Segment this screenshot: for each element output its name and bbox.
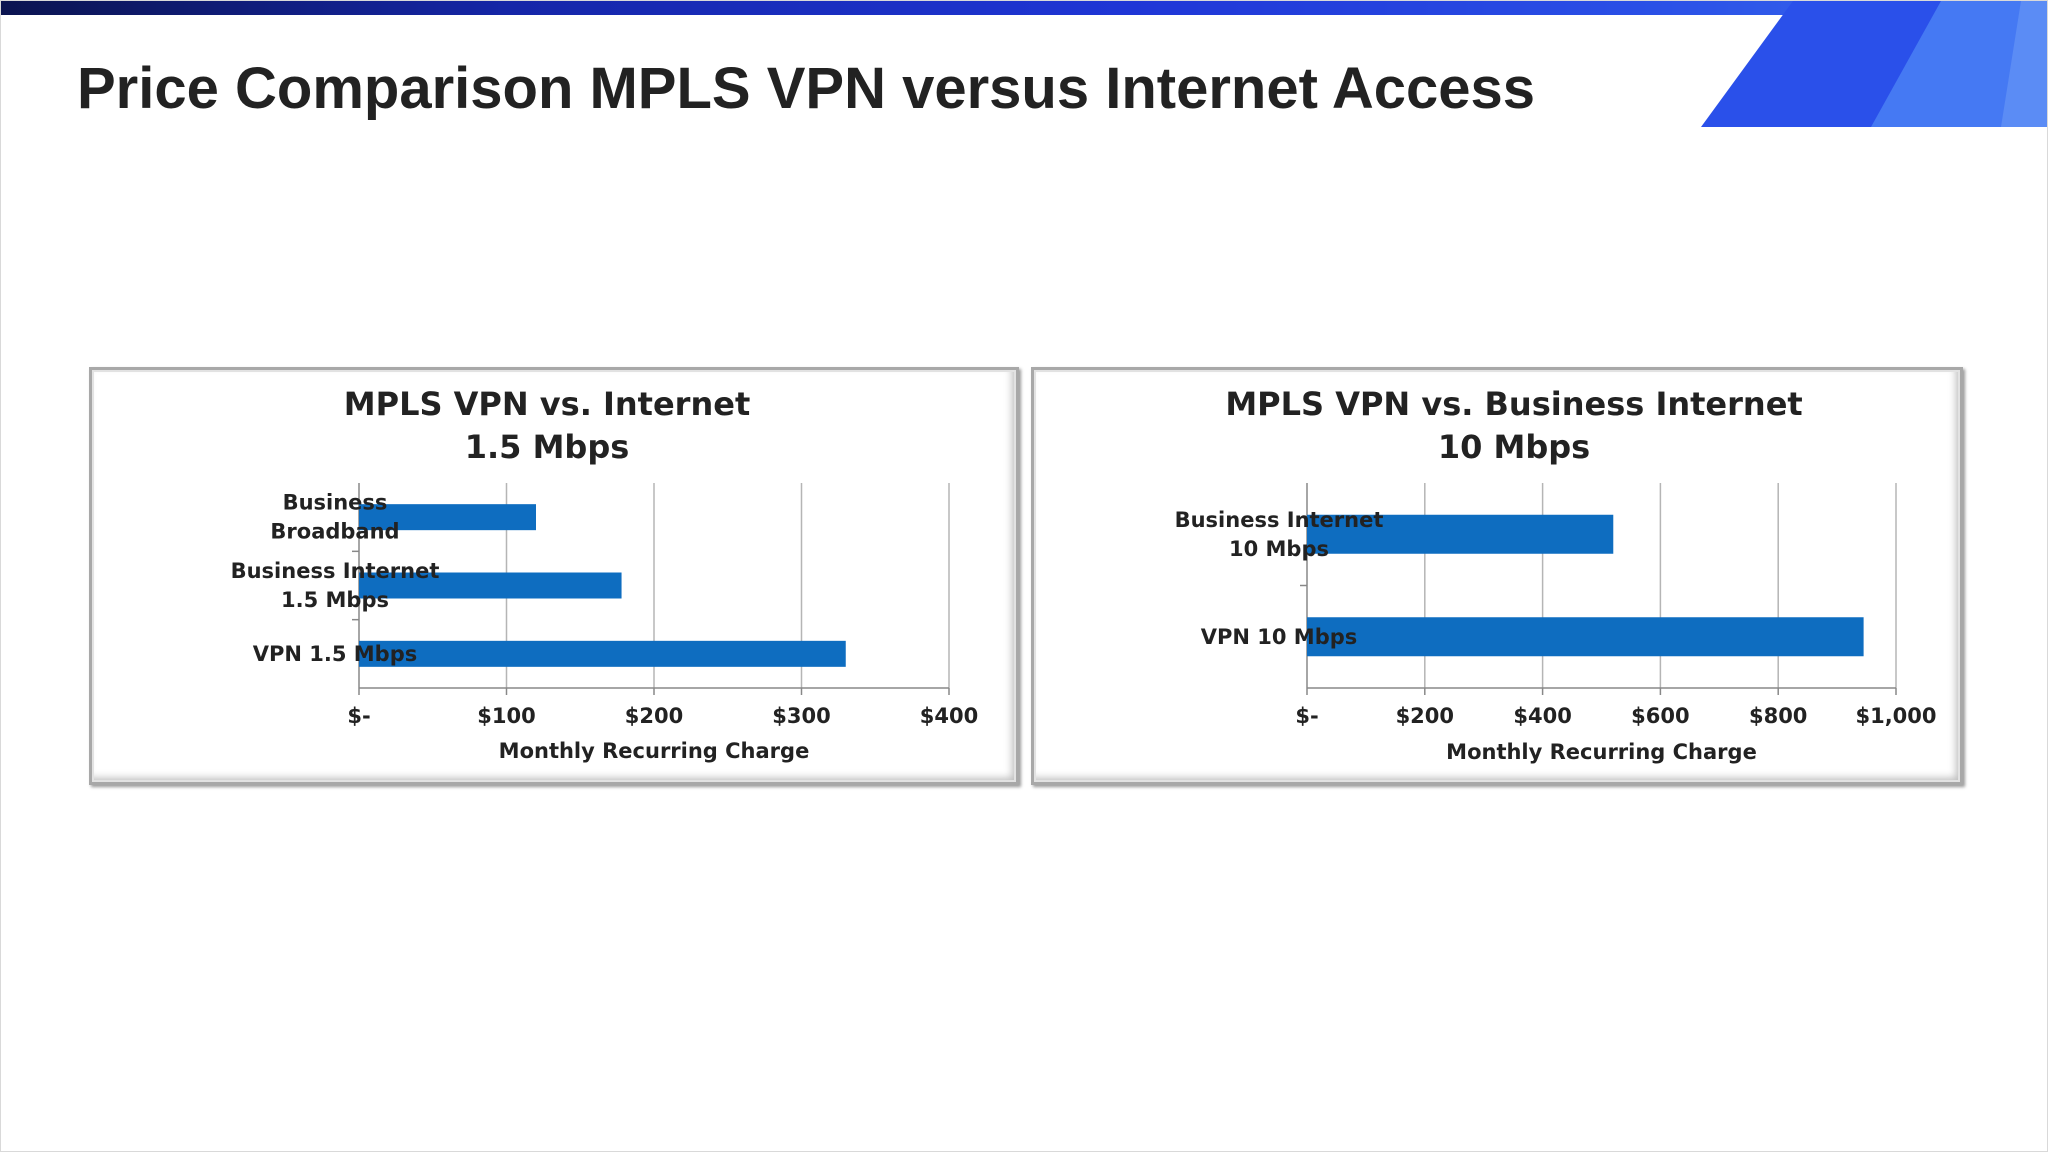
bar (359, 572, 622, 599)
category-label: 10 Mbps (1229, 537, 1329, 561)
x-tick-label: $400 (1513, 704, 1571, 728)
chart-mpls-vs-business-internet-10: MPLS VPN vs. Business Internet 10 Mbps $- $… (1175, 385, 1937, 764)
slide-title: Price Comparison MPLS VPN versus Interne… (77, 56, 1536, 121)
x-tick-label: $100 (477, 704, 535, 728)
category-label: Business Internet (1175, 508, 1384, 532)
category-label: 1.5 Mbps (281, 588, 389, 612)
bar (359, 640, 846, 667)
chart-panel-10-mbps: MPLS VPN vs. Business Internet 10 Mbps $- $… (1031, 367, 1963, 785)
category-label: Business Internet (231, 559, 440, 583)
x-tick-label: $300 (772, 704, 830, 728)
bar (1307, 617, 1864, 657)
chart-title: MPLS VPN vs. Internet (344, 385, 750, 423)
x-axis-label: Monthly Recurring Charge (499, 739, 810, 763)
corner-accent-graphic (1701, 1, 2047, 127)
chart-panel-1-5-mbps: MPLS VPN vs. Internet 1.5 Mbps $- $100 $200 $… (89, 367, 1019, 785)
chart-title: MPLS VPN vs. Business Internet (1225, 385, 1802, 423)
x-tick-label: $400 (920, 704, 978, 728)
chart-subtitle: 1.5 Mbps (465, 428, 630, 466)
x-tick-label: $200 (625, 704, 683, 728)
x-tick-label: $200 (1396, 704, 1454, 728)
bar (359, 504, 536, 531)
chart-subtitle: 10 Mbps (1438, 428, 1590, 466)
x-tick-label: $- (347, 704, 370, 728)
category-label: Broadband (270, 520, 399, 544)
x-tick-label: $600 (1631, 704, 1689, 728)
x-tick-label: $1,000 (1855, 704, 1936, 728)
x-tick-label: $800 (1749, 704, 1807, 728)
bar (1307, 514, 1614, 554)
x-axis-label: Monthly Recurring Charge (1446, 740, 1757, 764)
x-tick-label: $- (1295, 704, 1318, 728)
category-label: VPN 1.5 Mbps (253, 642, 418, 666)
chart-mpls-vs-internet-1-5: MPLS VPN vs. Internet 1.5 Mbps $- $100 $200 $… (231, 385, 979, 763)
top-accent-bar (1, 1, 2047, 15)
category-label: VPN 10 Mbps (1201, 625, 1358, 649)
category-label: Business (283, 491, 388, 515)
